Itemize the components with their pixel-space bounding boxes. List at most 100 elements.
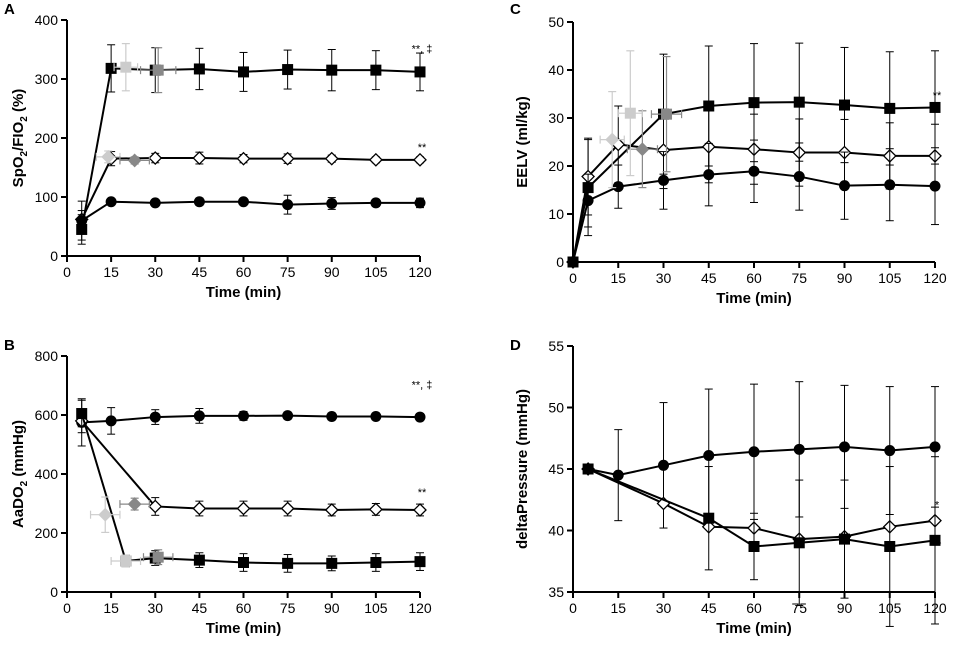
data-point [192, 151, 207, 165]
data-point [703, 449, 715, 461]
data-point [238, 66, 249, 78]
transition-marker [127, 497, 142, 512]
data-point [105, 62, 117, 74]
data-point [884, 179, 896, 191]
data-point [192, 501, 207, 516]
transition-marker [98, 507, 113, 522]
data-point [567, 256, 579, 268]
x-tick-label: 60 [236, 600, 252, 616]
series-square [76, 399, 426, 573]
y-tick-label: 20 [548, 158, 564, 174]
y-axis-label-subscript: 2 [19, 116, 30, 122]
y-tick-label: 0 [50, 584, 58, 600]
x-tick-label: 15 [103, 600, 119, 616]
data-point [929, 101, 941, 113]
transition-point [113, 42, 139, 92]
x-tick-label: 15 [610, 270, 626, 286]
x-tick-label: 0 [569, 600, 577, 616]
data-point [76, 215, 88, 227]
data-point [793, 96, 805, 108]
y-axis-label: SpO2/FIO2 (%) [10, 89, 30, 188]
x-tick-label: 45 [701, 600, 717, 616]
series-line [587, 468, 936, 541]
significance-annotation: **, ‡ [412, 379, 433, 391]
data-point [326, 410, 338, 422]
x-tick-label: 90 [324, 600, 340, 616]
panel-b: B 0 200 400 600 800 0 15 30 45 60 75 90 105 120 Time (m… [4, 337, 432, 637]
transition-marker [624, 107, 636, 119]
data-point [76, 408, 88, 420]
data-point [280, 151, 295, 166]
y-axis-label-part: EELV (ml/kg) [514, 96, 531, 187]
series-diamond [74, 408, 427, 517]
data-point [793, 537, 805, 549]
transition-point [89, 496, 121, 534]
y-tick-label: 40 [548, 62, 564, 78]
series-circle [76, 398, 426, 447]
data-point [324, 503, 339, 517]
series-line [81, 200, 420, 222]
x-axis-label: Time (min) [206, 284, 282, 301]
data-point [582, 195, 594, 207]
x-tick-label: 60 [746, 600, 762, 616]
y-tick-label: 30 [548, 110, 564, 126]
data-point [703, 100, 715, 112]
x-tick-label: 60 [236, 264, 252, 280]
series-circle [582, 381, 941, 529]
transition-point [139, 47, 177, 94]
transition-marker [605, 132, 620, 147]
panel-label: A [4, 1, 15, 18]
transition-point [119, 153, 150, 168]
data-point [748, 446, 760, 458]
data-point [414, 66, 426, 78]
y-axis-label-part: deltaPressure (mmHg) [514, 389, 531, 549]
data-point [929, 441, 941, 453]
data-point [929, 180, 941, 192]
x-tick-label: 30 [147, 264, 163, 280]
data-point [612, 181, 624, 193]
y-axis-label-part: /FIO [10, 121, 27, 150]
y-tick-label: 10 [548, 206, 564, 222]
y-axis-label: AaDO2 (mmHg) [10, 420, 30, 528]
data-point [193, 196, 205, 208]
y-axis-label-subscript: 2 [19, 480, 30, 486]
data-point [793, 171, 805, 183]
data-point [282, 410, 294, 422]
x-tick-label: 90 [324, 264, 340, 280]
data-point [149, 411, 161, 423]
data-point [703, 512, 715, 524]
series-line [80, 420, 421, 511]
data-point [193, 554, 205, 566]
series-line [80, 413, 421, 565]
significance-annotation: **, ‡ [412, 43, 433, 55]
data-point [148, 499, 163, 514]
significance-annotation: * [935, 499, 940, 511]
data-point [193, 63, 205, 75]
data-point [413, 152, 427, 167]
data-point [929, 534, 941, 546]
y-tick-label: 800 [35, 348, 59, 364]
data-point [884, 102, 896, 114]
transition-point [599, 90, 625, 189]
transition-marker [120, 555, 132, 567]
x-tick-label: 45 [192, 600, 208, 616]
series-diamond [581, 462, 942, 547]
data-point [748, 540, 760, 552]
data-point [839, 533, 850, 545]
x-tick-label: 60 [746, 270, 762, 286]
data-point [326, 64, 338, 76]
data-point [368, 502, 383, 517]
transition-marker [635, 142, 650, 157]
y-tick-label: 55 [548, 338, 564, 354]
panel-c: C 0 10 20 30 40 50 0 15 30 45 60 75 90 105 120 Time (min… [510, 1, 947, 307]
data-point [282, 557, 294, 569]
data-point [414, 411, 426, 423]
y-axis-label-part: AaDO [10, 486, 27, 528]
transition-marker [661, 108, 673, 120]
data-point [748, 165, 760, 177]
x-axis-label: Time (min) [206, 620, 282, 637]
data-point [238, 557, 249, 568]
y-axis-label: EELV (ml/kg) [514, 96, 531, 187]
series-line [80, 67, 421, 230]
